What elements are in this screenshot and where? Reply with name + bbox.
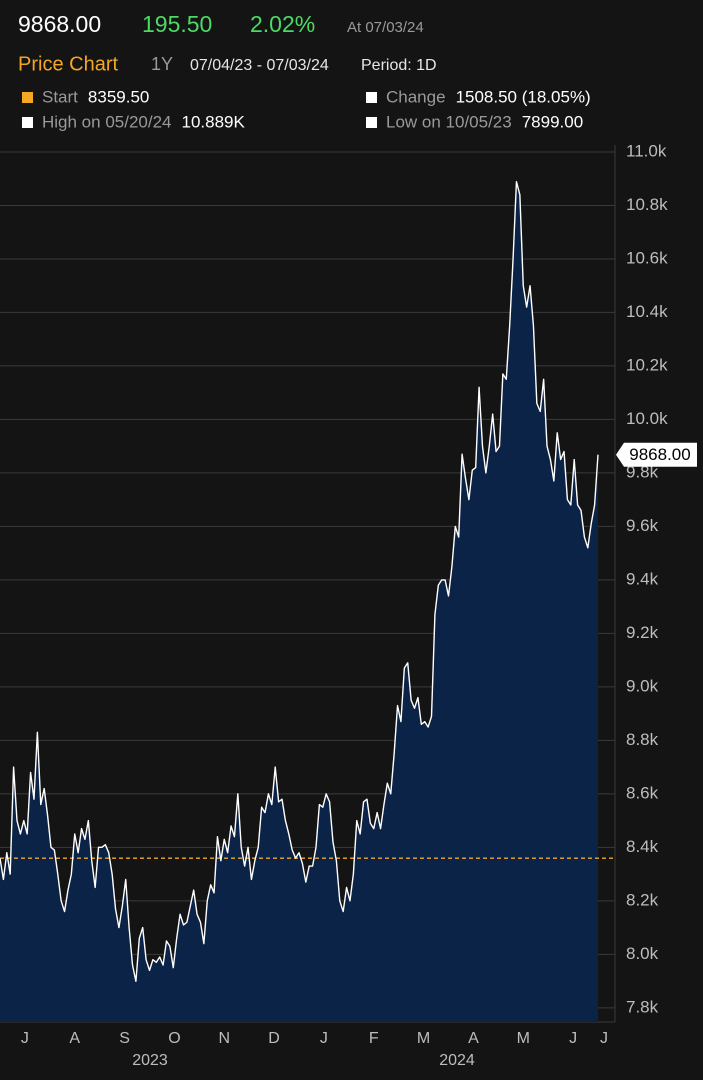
y-tick-label: 9.0k xyxy=(626,676,659,695)
y-tick-label: 10.8k xyxy=(626,195,668,214)
period[interactable]: Period: 1D xyxy=(361,57,437,74)
y-tick-label: 8.8k xyxy=(626,730,659,749)
x-tick-label: O xyxy=(168,1030,180,1047)
x-tick-label: S xyxy=(119,1030,130,1047)
y-tick-label: 8.2k xyxy=(626,890,659,909)
legend-label: Change xyxy=(386,87,446,106)
x-tick-label: J xyxy=(600,1030,608,1047)
legend-marker xyxy=(22,92,33,103)
date-range[interactable]: 07/04/23 - 07/03/24 xyxy=(190,57,329,74)
range-button[interactable]: 1Y xyxy=(151,54,173,74)
y-tick-label: 8.4k xyxy=(626,837,659,856)
price-line xyxy=(0,180,599,983)
legend-value: 10.889K xyxy=(182,112,246,131)
area-fill xyxy=(0,181,598,1022)
price-change: 195.50 xyxy=(142,11,212,37)
y-tick-label: 9.2k xyxy=(626,623,659,642)
y-tick-label: 9.6k xyxy=(626,516,659,535)
legend-marker xyxy=(22,117,33,128)
year-label: 2023 xyxy=(132,1052,168,1069)
x-tick-label: J xyxy=(21,1030,29,1047)
y-tick-label: 8.0k xyxy=(626,944,659,963)
x-tick-label: M xyxy=(417,1030,430,1047)
x-tick-label: N xyxy=(218,1030,230,1047)
y-tick-label: 9.4k xyxy=(626,569,659,588)
x-tick-label: J xyxy=(569,1030,577,1047)
as-of-date: At 07/03/24 xyxy=(347,19,424,36)
year-label: 2024 xyxy=(439,1052,475,1069)
y-tick-label: 9.8k xyxy=(626,462,659,481)
x-tick-label: D xyxy=(268,1030,280,1047)
y-tick-label: 11.0k xyxy=(626,141,667,160)
x-tick-label: A xyxy=(69,1030,80,1047)
legend-label: High on 05/20/24 xyxy=(42,112,172,131)
legend-label: Low on 10/05/23 xyxy=(386,112,512,131)
x-tick-label: A xyxy=(468,1030,479,1047)
legend-value: 8359.50 xyxy=(88,87,149,106)
plot: 11.0k 10.8k 10.6k 10.4k 10.2k 10.0k 9.8k 9.6k 9.… xyxy=(0,141,697,1069)
legend: Start 8359.50 Change 1508.50 (18.05%) High o… xyxy=(22,87,591,131)
x-tick-label: J xyxy=(320,1030,328,1047)
y-tick-label: 10.4k xyxy=(626,302,668,321)
y-tick-label: 10.0k xyxy=(626,409,668,428)
y-tick-label: 8.6k xyxy=(626,783,659,802)
y-tick-label: 10.6k xyxy=(626,248,668,267)
y-tick-label: 10.2k xyxy=(626,355,668,374)
price-change-percent: 2.02% xyxy=(250,11,315,37)
y-tick-label: 7.8k xyxy=(626,997,659,1016)
last-price-tag xyxy=(616,442,697,467)
legend-marker xyxy=(366,117,377,128)
last-price: 9868.00 xyxy=(18,11,101,37)
last-price-label: 9868.00 xyxy=(629,445,690,464)
x-tick-label: M xyxy=(517,1030,530,1047)
legend-value: 7899.00 xyxy=(522,112,583,131)
legend-marker xyxy=(366,92,377,103)
x-tick-label: F xyxy=(369,1030,379,1047)
legend-label: Start xyxy=(42,87,78,106)
legend-value: 1508.50 (18.05%) xyxy=(456,87,591,106)
section-title[interactable]: Price Chart xyxy=(18,53,118,75)
